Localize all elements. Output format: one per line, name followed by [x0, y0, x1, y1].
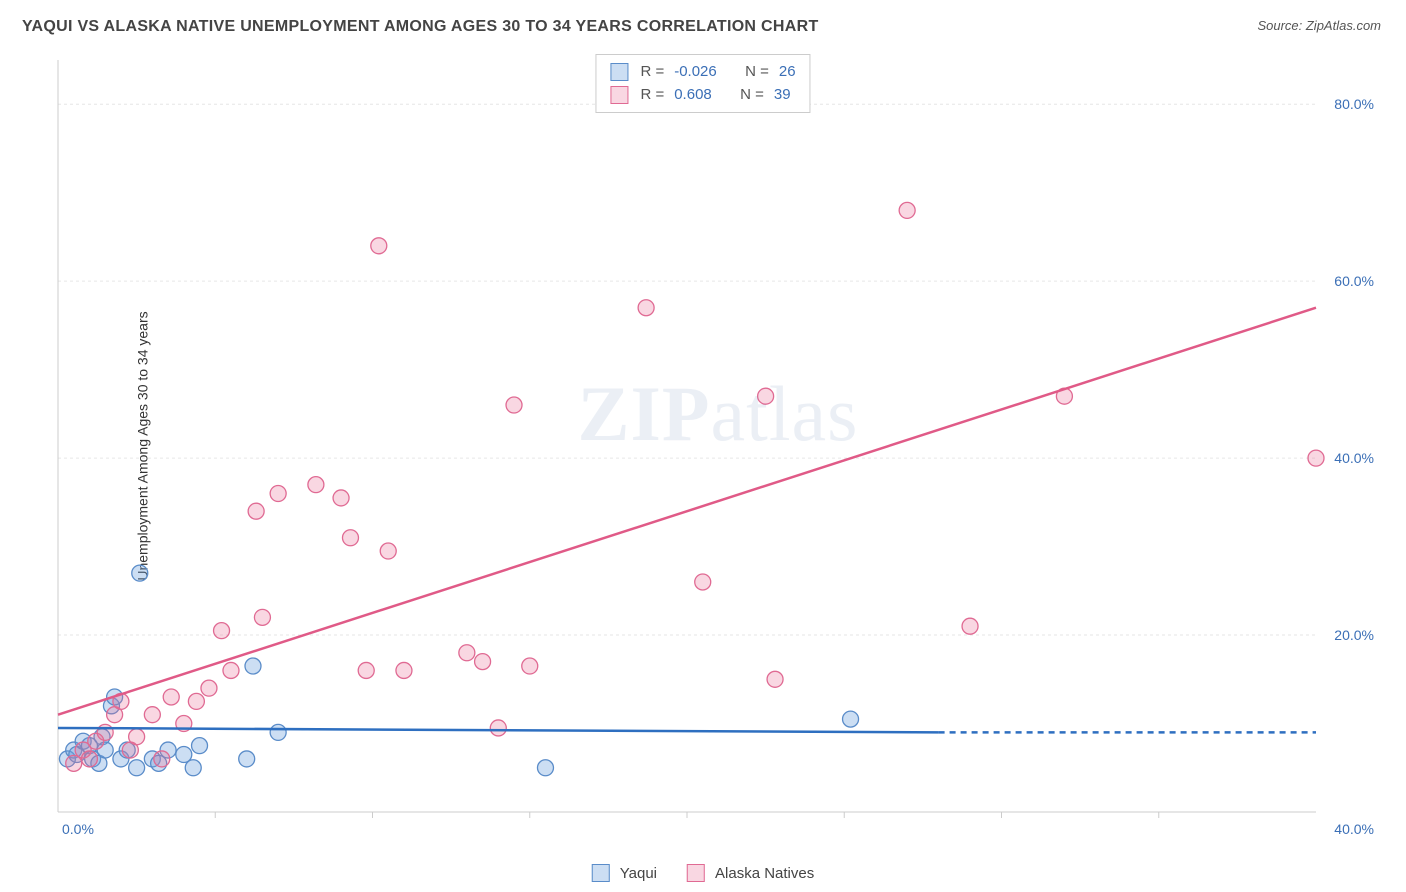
n-value: 26 — [779, 61, 796, 84]
legend-item-yaqui: Yaqui — [592, 864, 657, 882]
swatch-icon — [687, 864, 705, 882]
legend-item-alaska: Alaska Natives — [687, 864, 814, 882]
source-attribution: Source: ZipAtlas.com — [1257, 18, 1381, 33]
n-label: N = — [740, 84, 764, 107]
svg-text:80.0%: 80.0% — [1334, 96, 1374, 112]
swatch-icon — [592, 864, 610, 882]
legend-label: Yaqui — [620, 865, 657, 882]
n-value: 39 — [774, 84, 791, 107]
svg-text:40.0%: 40.0% — [1334, 821, 1374, 837]
r-value: 0.608 — [674, 84, 712, 107]
r-label: R = — [640, 84, 664, 107]
swatch-icon — [610, 63, 628, 81]
chart-title: YAQUI VS ALASKA NATIVE UNEMPLOYMENT AMON… — [22, 18, 819, 36]
title-bar: YAQUI VS ALASKA NATIVE UNEMPLOYMENT AMON… — [0, 0, 1406, 36]
plot-container: 20.0%40.0%60.0%80.0%0.0%40.0% ZIPatlas — [50, 50, 1386, 842]
svg-text:0.0%: 0.0% — [62, 821, 94, 837]
swatch-icon — [610, 86, 628, 104]
correlation-stats-box: R = -0.026 N = 26 R = 0.608 N = 39 — [595, 54, 810, 113]
svg-text:60.0%: 60.0% — [1334, 273, 1374, 289]
svg-text:40.0%: 40.0% — [1334, 450, 1374, 466]
n-label: N = — [745, 61, 769, 84]
stats-row-alaska: R = 0.608 N = 39 — [610, 84, 795, 107]
scatter-plot: 20.0% 40.0% 60.0% 80.0% 0.0% 40.0% — [50, 50, 1386, 842]
legend-label: Alaska Natives — [715, 865, 814, 882]
r-value: -0.026 — [674, 61, 717, 84]
r-label: R = — [640, 61, 664, 84]
stats-row-yaqui: R = -0.026 N = 26 — [610, 61, 795, 84]
svg-text:20.0%: 20.0% — [1334, 627, 1374, 643]
legend: Yaqui Alaska Natives — [592, 864, 814, 882]
